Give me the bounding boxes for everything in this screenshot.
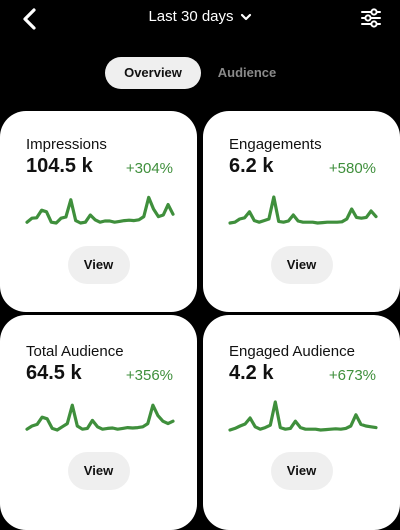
- trend-sparkline: [25, 195, 175, 225]
- chevron-down-icon: [240, 12, 252, 22]
- sliders-icon: [361, 8, 381, 28]
- sparkline-path: [228, 400, 378, 432]
- sparkline-path: [25, 403, 175, 432]
- back-button[interactable]: [18, 6, 42, 32]
- date-range-label: Last 30 days: [148, 8, 234, 25]
- filter-button[interactable]: [360, 8, 382, 28]
- sparkline-path: [25, 195, 175, 225]
- card-change: +304%: [125, 160, 173, 177]
- tab-audience[interactable]: Audience: [217, 65, 277, 80]
- card-change: +673%: [328, 367, 376, 384]
- date-range-dropdown[interactable]: Last 30 days: [125, 8, 275, 25]
- card-value: 104.5 k: [26, 155, 93, 177]
- chevron-left-icon: [23, 8, 36, 30]
- card-value: 6.2 k: [229, 155, 274, 177]
- card-title: Total Audience: [26, 343, 124, 360]
- trend-sparkline: [228, 195, 378, 225]
- engagements-card: Engagements 6.2 k +580% View: [203, 111, 400, 312]
- card-value: 64.5 k: [26, 362, 82, 384]
- sparkline-path: [228, 195, 378, 225]
- tab-overview[interactable]: Overview: [105, 57, 201, 89]
- card-title: Engaged Audience: [229, 343, 355, 360]
- card-title: Impressions: [26, 136, 107, 153]
- impressions-card: Impressions 104.5 k +304% View: [0, 111, 197, 312]
- engaged-audience-card: Engaged Audience 4.2 k +673% View: [203, 315, 400, 530]
- view-button[interactable]: View: [67, 246, 130, 284]
- card-change: +580%: [328, 160, 376, 177]
- card-value: 4.2 k: [229, 362, 274, 384]
- view-button[interactable]: View: [270, 246, 333, 284]
- card-title: Engagements: [229, 136, 322, 153]
- total-audience-card: Total Audience 64.5 k +356% View: [0, 315, 197, 530]
- trend-sparkline: [25, 403, 175, 432]
- view-button[interactable]: View: [67, 452, 130, 490]
- top-bar: Last 30 days: [0, 0, 400, 38]
- view-button[interactable]: View: [270, 452, 333, 490]
- card-change: +356%: [125, 367, 173, 384]
- tab-bar: Overview Audience: [0, 57, 400, 89]
- trend-sparkline: [228, 400, 378, 432]
